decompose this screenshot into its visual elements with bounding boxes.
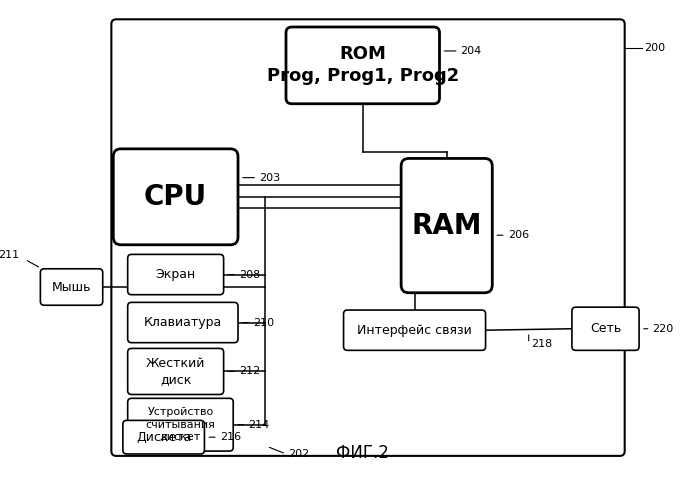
FancyBboxPatch shape bbox=[123, 420, 204, 454]
Text: CPU: CPU bbox=[144, 183, 207, 211]
FancyBboxPatch shape bbox=[286, 27, 440, 104]
FancyBboxPatch shape bbox=[344, 310, 486, 350]
FancyBboxPatch shape bbox=[111, 19, 625, 456]
Text: 211: 211 bbox=[0, 251, 20, 260]
FancyBboxPatch shape bbox=[41, 269, 103, 305]
Text: 218: 218 bbox=[531, 338, 552, 348]
Text: Клавиатура: Клавиатура bbox=[144, 316, 222, 329]
Text: 208: 208 bbox=[239, 270, 260, 279]
Text: 206: 206 bbox=[507, 230, 528, 240]
Text: 220: 220 bbox=[652, 324, 674, 334]
Text: 216: 216 bbox=[219, 432, 241, 442]
FancyBboxPatch shape bbox=[128, 302, 238, 343]
Text: ФИГ.2: ФИГ.2 bbox=[336, 444, 389, 462]
Text: Устройство
считывания
дискет: Устройство считывания дискет bbox=[145, 408, 215, 442]
Text: 202: 202 bbox=[288, 449, 309, 459]
FancyBboxPatch shape bbox=[113, 149, 238, 245]
Text: 214: 214 bbox=[249, 420, 270, 430]
Text: Жесткий
диск: Жесткий диск bbox=[146, 357, 206, 386]
Text: 212: 212 bbox=[239, 366, 260, 376]
Text: 210: 210 bbox=[253, 317, 275, 327]
Text: Интерфейс связи: Интерфейс связи bbox=[357, 324, 472, 336]
FancyBboxPatch shape bbox=[128, 398, 233, 451]
Text: ROM
Prog, Prog1, Prog2: ROM Prog, Prog1, Prog2 bbox=[266, 45, 459, 85]
Text: Дискета: Дискета bbox=[136, 431, 192, 444]
Text: 203: 203 bbox=[259, 173, 280, 182]
FancyBboxPatch shape bbox=[128, 254, 224, 295]
Text: 204: 204 bbox=[461, 46, 482, 56]
Text: Мышь: Мышь bbox=[52, 280, 92, 293]
Text: 200: 200 bbox=[644, 43, 665, 53]
FancyBboxPatch shape bbox=[128, 348, 224, 395]
FancyBboxPatch shape bbox=[572, 307, 639, 350]
FancyBboxPatch shape bbox=[401, 158, 492, 293]
Text: Сеть: Сеть bbox=[590, 322, 621, 335]
Text: RAM: RAM bbox=[412, 212, 482, 240]
Text: Экран: Экран bbox=[155, 268, 196, 281]
